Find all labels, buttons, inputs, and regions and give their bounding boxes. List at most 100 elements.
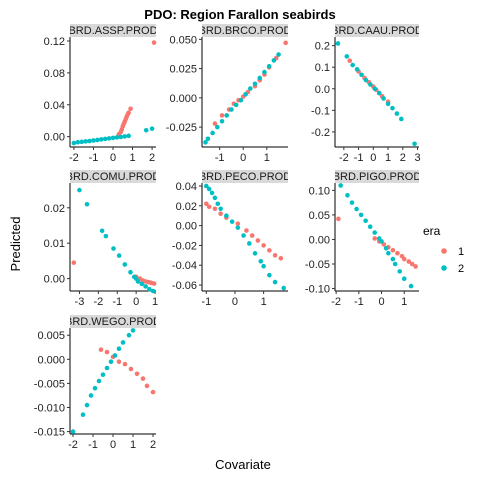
- y-tick-label: 0.01: [44, 238, 65, 250]
- x-tick-label: -1: [354, 152, 364, 164]
- x-tick-label: 0: [110, 439, 116, 451]
- x-tick-label: -2: [93, 296, 103, 308]
- point-era-2: [386, 250, 391, 256]
- x-tick-label: -2: [331, 296, 341, 308]
- x-tick-label: 2: [149, 152, 155, 164]
- point-era-1: [98, 347, 104, 352]
- point-era-2: [205, 136, 211, 142]
- point-era-2: [358, 212, 364, 218]
- point-era-2: [338, 183, 343, 188]
- point-era-2: [83, 139, 88, 144]
- y-tick-label: 0.0: [315, 84, 330, 96]
- point-era-2: [219, 118, 225, 124]
- facet-strip-label: BRD.CAAU.PROD: [331, 25, 423, 37]
- point-era-2: [267, 272, 272, 278]
- point-era-2: [206, 186, 212, 192]
- y-tick-label: 0.050: [169, 34, 197, 46]
- y-tick-label: 0.025: [169, 64, 197, 76]
- point-era-1: [212, 121, 218, 126]
- point-era-1: [401, 256, 407, 262]
- point-era-2: [359, 72, 364, 78]
- point-era-2: [368, 82, 373, 87]
- y-tick-label: 0.04: [44, 100, 65, 112]
- point-era-2: [394, 111, 400, 116]
- x-tick-label: 1: [130, 439, 136, 451]
- x-tick-label: 2: [400, 152, 406, 164]
- point-era-2: [335, 41, 341, 46]
- point-era-2: [224, 113, 230, 118]
- x-tick-label: 1: [264, 152, 270, 164]
- point-era-1: [206, 204, 212, 210]
- point-era-2: [128, 269, 133, 275]
- y-tick-label: 0.00: [44, 132, 65, 144]
- x-tick-label: 1: [261, 296, 267, 308]
- point-era-2: [80, 412, 86, 418]
- point-era-2: [257, 75, 263, 81]
- y-tick-label: 0.05: [309, 210, 330, 222]
- point-era-2: [238, 97, 244, 103]
- point-era-2: [103, 233, 109, 239]
- x-tick-label: -1: [89, 152, 99, 164]
- point-era-1: [122, 361, 128, 367]
- point-era-2: [215, 124, 220, 130]
- x-tick-label: 1: [152, 296, 158, 308]
- point-era-2: [112, 353, 118, 358]
- facet-strip: [70, 170, 156, 183]
- point-era-1: [395, 250, 400, 256]
- point-era-1: [126, 110, 131, 116]
- x-tick-label: 1: [129, 152, 135, 164]
- facet-strip-label: BRD.BRCO.PROD: [199, 25, 292, 37]
- point-era-1: [249, 233, 255, 238]
- y-tick-label: 0.00: [176, 221, 197, 233]
- point-era-2: [381, 96, 386, 101]
- point-era-1: [71, 260, 77, 265]
- y-tick-label: -0.10: [305, 284, 330, 296]
- legend-key-era-2: [441, 265, 447, 271]
- point-era-1: [218, 211, 223, 217]
- point-era-2: [71, 140, 77, 146]
- point-era-2: [385, 101, 391, 107]
- point-era-1: [128, 366, 134, 372]
- y-tick-label: 0.005: [37, 330, 65, 342]
- point-era-1: [116, 359, 122, 365]
- facet-strip: [70, 24, 156, 37]
- point-era-2: [111, 246, 116, 251]
- point-era-2: [399, 116, 404, 122]
- point-era-1: [372, 236, 378, 241]
- point-era-2: [390, 256, 396, 262]
- point-era-2: [95, 137, 100, 143]
- point-era-2: [354, 206, 359, 212]
- y-tick-label: 0.000: [169, 93, 197, 105]
- facet-panel-brco: BRD.BRCO.PROD -0.025 0.000 0.025 0.050 -1 0 1: [166, 24, 292, 164]
- point-era-2: [212, 195, 218, 201]
- y-tick-label: 0.00: [44, 274, 65, 286]
- facet-panel-caau: BRD.CAAU.PROD -0.2 -0.1 0.0 0.1 0.2 -2 -1 0 1 2 3: [311, 24, 423, 164]
- point-era-1: [134, 371, 140, 377]
- point-era-1: [283, 40, 288, 46]
- legend: era 1 2: [423, 224, 464, 275]
- point-era-2: [92, 385, 98, 391]
- point-era-2: [248, 86, 253, 91]
- point-era-2: [79, 139, 85, 145]
- y-tick-label: 0.02: [44, 203, 65, 215]
- point-era-2: [91, 138, 96, 143]
- point-era-2: [372, 86, 378, 92]
- y-tick-label: -0.025: [166, 122, 197, 134]
- facet-strip: [335, 24, 419, 37]
- point-era-2: [408, 283, 414, 289]
- point-era-2: [135, 279, 141, 284]
- point-era-2: [104, 365, 110, 371]
- y-axis-title: Predicted: [8, 217, 23, 272]
- point-era-1: [128, 106, 133, 112]
- point-era-2: [412, 141, 417, 147]
- point-era-2: [118, 134, 124, 140]
- x-tick-label: -2: [339, 152, 349, 164]
- point-era-1: [413, 264, 418, 269]
- y-tick-label: 0.04: [176, 181, 197, 193]
- point-era-1: [151, 281, 157, 286]
- point-era-2: [281, 285, 287, 291]
